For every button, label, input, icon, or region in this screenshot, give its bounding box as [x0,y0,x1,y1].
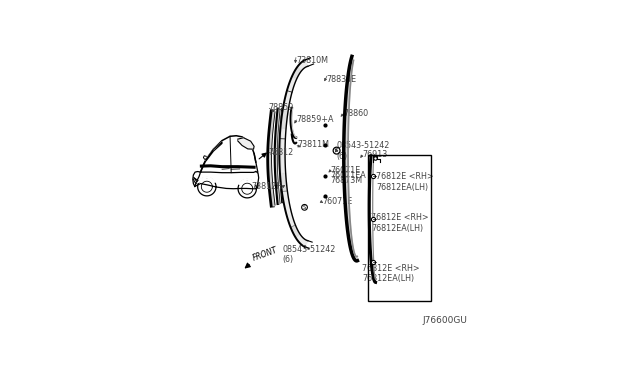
Text: 76071E: 76071E [331,166,361,174]
Polygon shape [344,57,358,261]
Text: 78860: 78860 [344,109,369,118]
Text: 76071E: 76071E [323,197,353,206]
Polygon shape [206,142,222,161]
Polygon shape [291,225,300,238]
Bar [369,155,431,301]
Text: 76812: 76812 [269,148,294,157]
Text: 76873M: 76873M [331,176,363,185]
Text: 08543-51242
(6): 08543-51242 (6) [337,141,390,161]
Polygon shape [279,60,308,247]
Text: FRONT: FRONT [252,246,279,263]
Text: 76812E <RH>
76812EA(LH): 76812E <RH> 76812EA(LH) [362,264,420,283]
Text: 76812E <RH>
76812EA(LH): 76812E <RH> 76812EA(LH) [371,213,429,232]
Text: 76812E <RH>
76812EA(LH): 76812E <RH> 76812EA(LH) [376,173,434,192]
Polygon shape [239,179,256,185]
Text: 73811M: 73811M [298,140,330,150]
Text: J76600GU: J76600GU [422,316,467,326]
Text: S: S [335,148,339,153]
Text: 76913: 76913 [362,150,388,160]
Text: 78859+A: 78859+A [296,115,334,124]
Polygon shape [280,173,287,192]
Text: 73812H: 73812H [251,182,282,191]
Polygon shape [198,177,216,182]
Text: 78834E: 78834E [326,75,356,84]
Polygon shape [238,138,254,149]
Polygon shape [280,110,288,129]
Polygon shape [292,67,301,79]
Text: 08543-51242
(6): 08543-51242 (6) [282,245,335,264]
Text: 78859: 78859 [269,103,294,112]
Text: S: S [303,205,306,210]
Text: 76071EA: 76071EA [331,171,367,180]
Text: 73810M: 73810M [296,56,328,65]
